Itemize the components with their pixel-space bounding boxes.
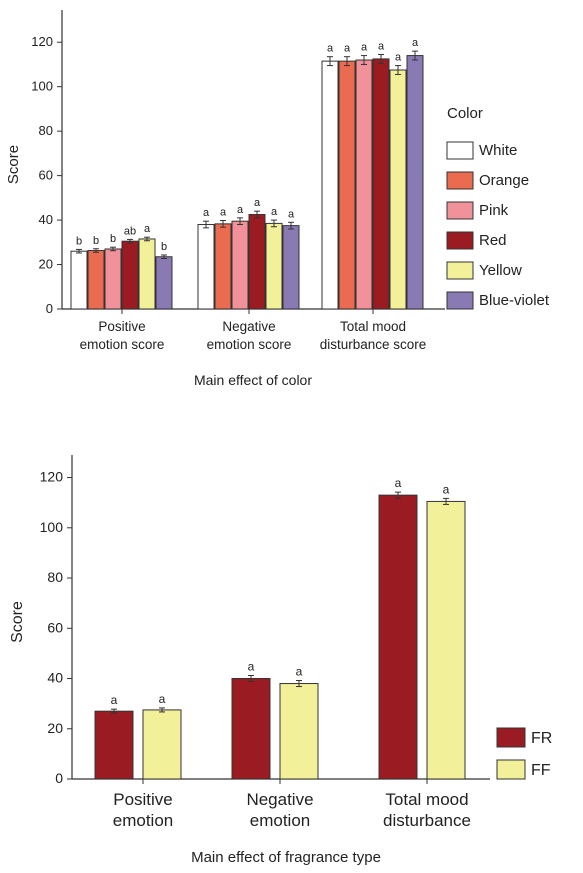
y-tick-label: 100 xyxy=(31,79,53,94)
significance-letter: a xyxy=(395,476,402,490)
bar-white xyxy=(70,250,88,310)
legend-swatch-fr xyxy=(496,727,526,748)
significance-letter: a xyxy=(296,665,303,679)
chart-title: Main effect of fragrance type xyxy=(191,849,381,866)
category-label: emotion xyxy=(250,811,310,830)
category-label: disturbance score xyxy=(320,337,427,352)
legend-swatch-red xyxy=(446,231,474,250)
bar-red xyxy=(121,240,139,310)
category-label: Total mood xyxy=(385,790,468,809)
legend-swatch-ff xyxy=(496,759,526,780)
bar-white xyxy=(197,224,215,310)
significance-letter: a xyxy=(344,43,351,55)
legend-label: Blue-violet xyxy=(479,292,550,309)
bar-red xyxy=(372,58,390,310)
bar-fr xyxy=(94,710,134,780)
legend-swatch-blue-violet xyxy=(446,291,474,310)
category-label: Positive xyxy=(98,319,145,334)
significance-letter: a xyxy=(412,37,419,49)
y-axis-label: Score xyxy=(5,145,22,184)
bar-fr xyxy=(231,678,271,780)
bar-ff xyxy=(426,500,466,780)
legend-swatch-pink xyxy=(446,201,474,220)
legend-label: Yellow xyxy=(479,262,522,279)
chart-title: Main effect of color xyxy=(194,372,312,388)
bar-ff xyxy=(279,683,319,780)
significance-letter: a xyxy=(111,693,118,707)
significance-letter: a xyxy=(220,207,227,219)
significance-letter: a xyxy=(144,223,151,235)
significance-letter: a xyxy=(361,42,368,54)
bar-pink xyxy=(104,248,122,310)
bar-pink xyxy=(355,59,373,310)
significance-letter: b xyxy=(161,241,167,253)
color-effect-chart: 0 20 40 60 80 100 120 Score Positive emotion scor… xyxy=(5,10,550,388)
bar-blue-violet xyxy=(406,55,424,310)
y-axis-label: Score xyxy=(9,601,26,643)
bar-fr xyxy=(378,494,418,780)
y-tick-label: 60 xyxy=(47,619,63,635)
y-tick-label: 0 xyxy=(55,770,63,786)
bar-yellow xyxy=(138,238,156,310)
legend-title: Color xyxy=(447,105,483,122)
category-label: Negative xyxy=(246,790,313,809)
y-tick-label: 20 xyxy=(47,720,63,736)
significance-letter: a xyxy=(443,482,450,496)
category-label: emotion score xyxy=(207,337,292,352)
bar-white xyxy=(321,60,339,310)
category-label: emotion xyxy=(113,811,173,830)
bar-pink xyxy=(231,220,249,310)
fragrance-effect-chart: 0 20 40 60 80 100 120 Score Positive emotion a a Neg… xyxy=(9,455,552,866)
y-tick-label: 80 xyxy=(39,123,53,138)
legend-label: Pink xyxy=(479,202,509,219)
bar-yellow xyxy=(265,222,283,310)
significance-letter: a xyxy=(271,206,278,218)
legend-label: FF xyxy=(531,762,551,779)
bar-red xyxy=(248,214,266,310)
significance-letter: b xyxy=(93,235,99,247)
category-label: Positive xyxy=(113,790,173,809)
y-tick-label: 40 xyxy=(47,670,63,686)
category-label: disturbance xyxy=(383,811,471,830)
y-tick-label: 80 xyxy=(47,569,63,585)
legend-swatch-yellow xyxy=(446,261,474,280)
bar-blue-violet xyxy=(282,225,300,310)
y-tick-label: 60 xyxy=(39,168,53,183)
significance-letter: a xyxy=(159,692,166,706)
category-label: Negative xyxy=(222,319,275,334)
bar-orange xyxy=(338,60,356,310)
significance-letter: a xyxy=(237,204,244,216)
significance-letter: b xyxy=(110,233,116,245)
legend-swatch-orange xyxy=(446,171,474,190)
significance-letter: a xyxy=(395,52,402,64)
y-tick-label: 120 xyxy=(31,34,53,49)
bar-orange xyxy=(214,223,232,310)
legend-label: Red xyxy=(479,232,507,249)
significance-letter: a xyxy=(254,197,261,209)
category-label: Total mood xyxy=(340,319,406,334)
bar-ff xyxy=(142,709,182,780)
legend-swatch-white xyxy=(446,141,474,160)
bar-orange xyxy=(87,250,105,310)
y-tick-label: 40 xyxy=(39,212,53,227)
y-tick-label: 20 xyxy=(39,257,53,272)
legend-label: Orange xyxy=(479,172,529,189)
significance-letter: a xyxy=(288,208,295,220)
bar-blue-violet xyxy=(155,256,173,310)
significance-letter: ab xyxy=(124,225,136,237)
y-tick-label: 100 xyxy=(40,519,64,535)
y-tick-label: 120 xyxy=(40,469,64,485)
significance-letter: a xyxy=(248,660,255,674)
bar-yellow xyxy=(389,69,407,310)
significance-letter: a xyxy=(378,40,385,52)
legend-label: FR xyxy=(531,730,552,747)
significance-letter: a xyxy=(203,207,210,219)
legend-label: White xyxy=(479,142,517,159)
y-tick-label: 0 xyxy=(46,301,53,316)
significance-letter: a xyxy=(327,43,334,55)
category-label: emotion score xyxy=(80,337,165,352)
significance-letter: b xyxy=(76,235,82,247)
